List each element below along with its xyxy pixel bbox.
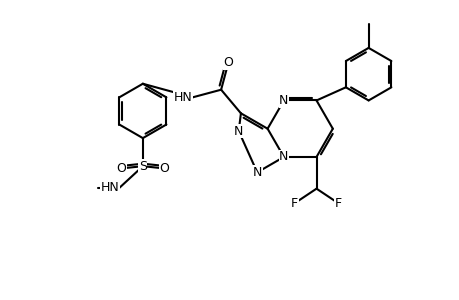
Text: HN: HN xyxy=(101,182,119,194)
Text: O: O xyxy=(223,56,233,69)
Text: F: F xyxy=(334,197,341,210)
Text: S: S xyxy=(139,160,146,173)
Text: F: F xyxy=(291,197,298,210)
Text: N: N xyxy=(252,166,261,179)
Text: HN: HN xyxy=(174,91,192,104)
Text: O: O xyxy=(116,162,126,175)
Text: N: N xyxy=(279,151,288,164)
Text: N: N xyxy=(234,124,243,138)
Text: O: O xyxy=(159,162,169,175)
Text: N: N xyxy=(279,94,288,107)
